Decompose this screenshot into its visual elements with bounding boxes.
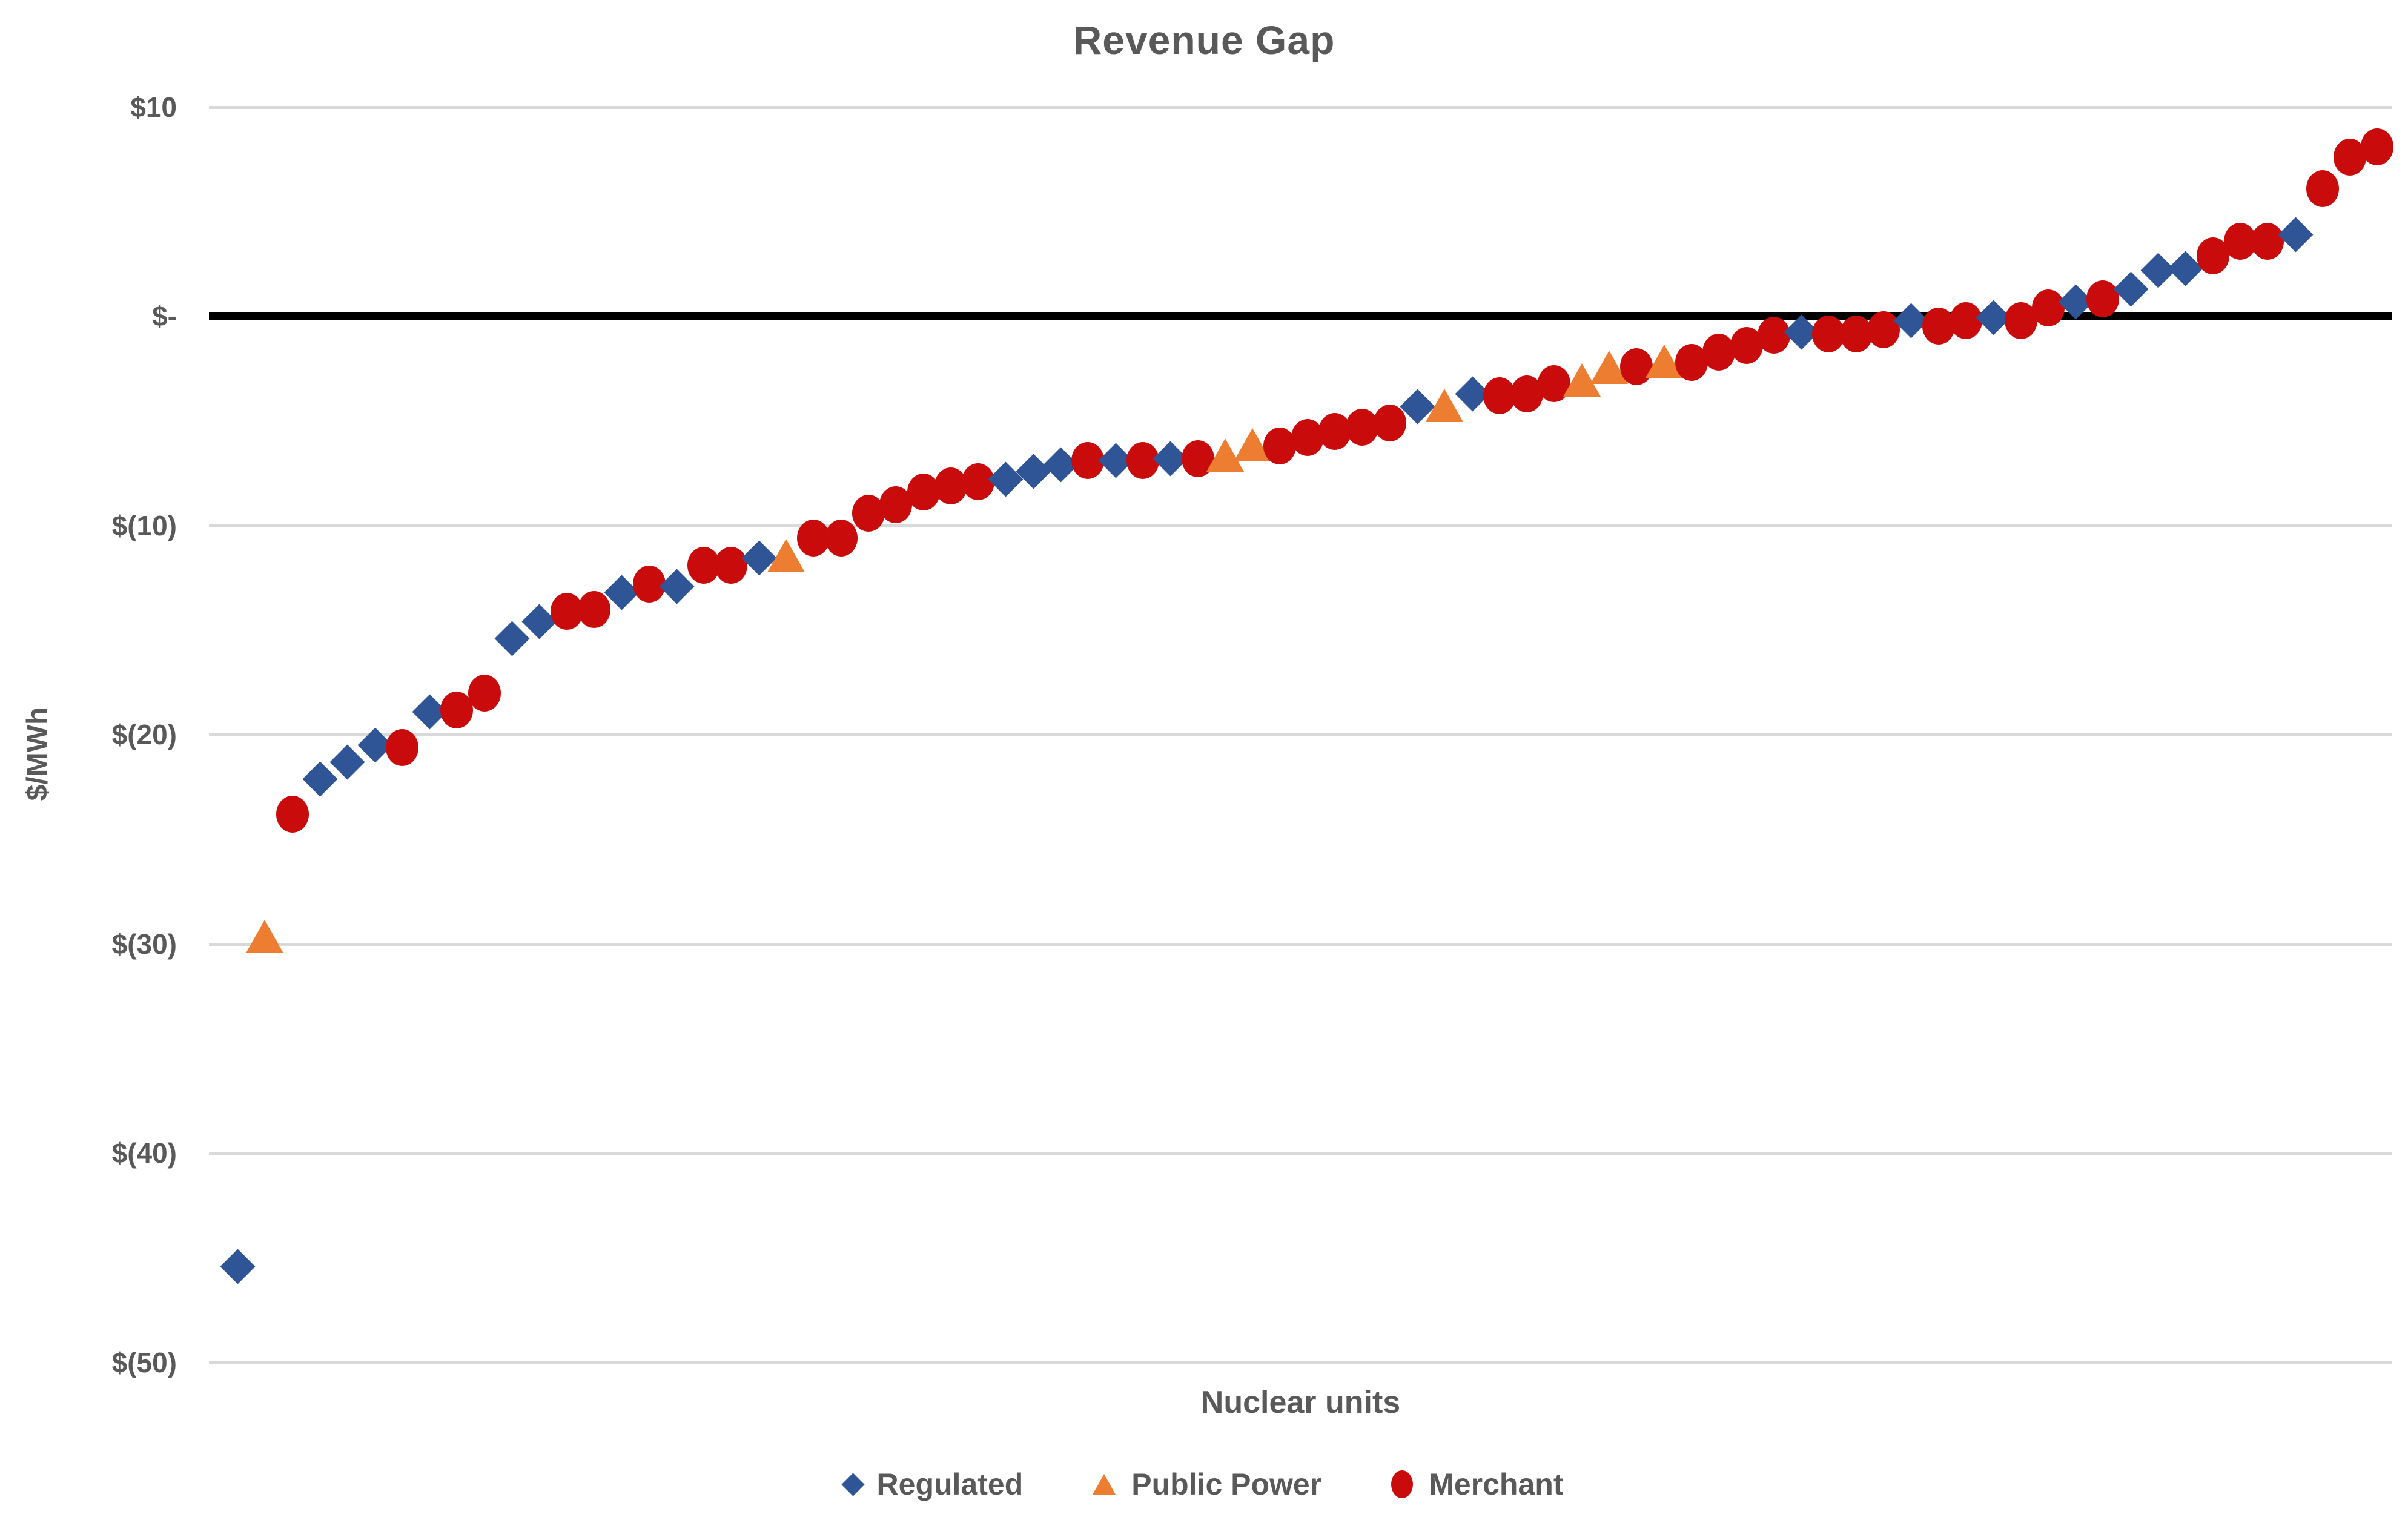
data-point-merchant — [1263, 428, 1297, 465]
legend: Regulated Public Power Merchant — [0, 1467, 2408, 1502]
data-point-merchant — [2031, 289, 2065, 327]
data-point-regulated — [302, 761, 338, 797]
merchant-circle-icon — [1391, 1470, 1414, 1498]
data-point-merchant — [1757, 317, 1790, 354]
legend-label-public-power: Public Power — [1131, 1467, 1322, 1501]
regulated-diamond-icon — [841, 1472, 865, 1496]
data-point-merchant — [2334, 139, 2367, 176]
data-point-merchant — [632, 566, 666, 603]
data-point-merchant — [1483, 377, 1516, 415]
data-point-merchant — [824, 520, 858, 557]
data-point-merchant — [2223, 222, 2257, 260]
data-point-merchant — [1922, 307, 1955, 345]
data-point-merchant — [468, 674, 501, 712]
y-tick-label: $(10) — [111, 509, 177, 541]
data-point-public-power — [246, 920, 284, 954]
data-point-regulated — [220, 1249, 256, 1284]
legend-item-public-power: Public Power — [1093, 1467, 1321, 1502]
data-point-regulated — [988, 461, 1024, 497]
data-point-merchant — [907, 474, 940, 511]
gridline--10 — [209, 524, 2392, 527]
data-point-merchant — [1867, 311, 1900, 349]
data-point-regulated — [329, 744, 365, 780]
zero-baseline — [209, 312, 2392, 320]
y-tick-label: $- — [152, 300, 177, 332]
y-tick-label: $10 — [130, 91, 177, 123]
data-point-merchant — [687, 547, 721, 584]
data-point-merchant — [1730, 327, 1763, 365]
gridline-10 — [209, 105, 2392, 109]
y-tick-label: $(30) — [111, 928, 177, 960]
data-point-merchant — [1291, 419, 1324, 457]
data-point-merchant — [1510, 375, 1544, 412]
data-point-merchant — [276, 796, 309, 833]
legend-label-regulated: Regulated — [876, 1467, 1024, 1501]
data-point-regulated — [1016, 454, 1051, 489]
data-point-merchant — [1702, 333, 1736, 371]
data-point-merchant — [1675, 344, 1708, 381]
data-point-merchant — [1949, 302, 1982, 339]
gridline--30 — [209, 942, 2392, 946]
chart-title: Revenue Gap — [1073, 18, 1335, 62]
data-point-regulated — [494, 621, 530, 656]
data-point-merchant — [2251, 222, 2284, 260]
public-power-triangle-icon — [1093, 1474, 1116, 1495]
y-tick-label: $(50) — [111, 1346, 177, 1378]
data-point-merchant — [1373, 405, 1406, 442]
gridline--40 — [209, 1152, 2392, 1155]
data-point-merchant — [385, 728, 418, 766]
y-axis-title: $/MWh — [21, 707, 54, 801]
data-point-merchant — [879, 486, 913, 523]
x-axis-title: Nuclear units — [1200, 1385, 1401, 1420]
data-point-merchant — [2196, 237, 2229, 274]
data-point-merchant — [852, 494, 885, 532]
data-point-merchant — [2361, 128, 2394, 166]
data-point-merchant — [962, 463, 995, 500]
data-point-merchant — [2086, 280, 2120, 317]
legend-item-merchant: Merchant — [1391, 1467, 1563, 1502]
data-point-merchant — [577, 590, 610, 628]
y-tick-label: $(40) — [111, 1137, 177, 1169]
data-point-merchant — [1318, 413, 1351, 451]
legend-item-regulated: Regulated — [841, 1467, 1024, 1502]
data-point-merchant — [550, 593, 583, 630]
legend-label-merchant: Merchant — [1429, 1467, 1564, 1501]
data-point-merchant — [1126, 442, 1159, 480]
data-point-merchant — [1839, 316, 1873, 353]
data-point-merchant — [1346, 409, 1379, 446]
data-point-merchant — [440, 691, 474, 728]
data-point-merchant — [2004, 302, 2037, 339]
gridline--20 — [209, 733, 2392, 736]
data-point-merchant — [934, 467, 967, 504]
data-point-merchant — [2306, 170, 2339, 208]
y-tick-label: $(20) — [111, 719, 177, 750]
data-point-merchant — [1812, 316, 1845, 353]
gridline--50 — [209, 1361, 2392, 1364]
data-point-merchant — [715, 547, 748, 584]
data-point-regulated — [2278, 217, 2313, 253]
data-point-merchant — [797, 520, 830, 557]
